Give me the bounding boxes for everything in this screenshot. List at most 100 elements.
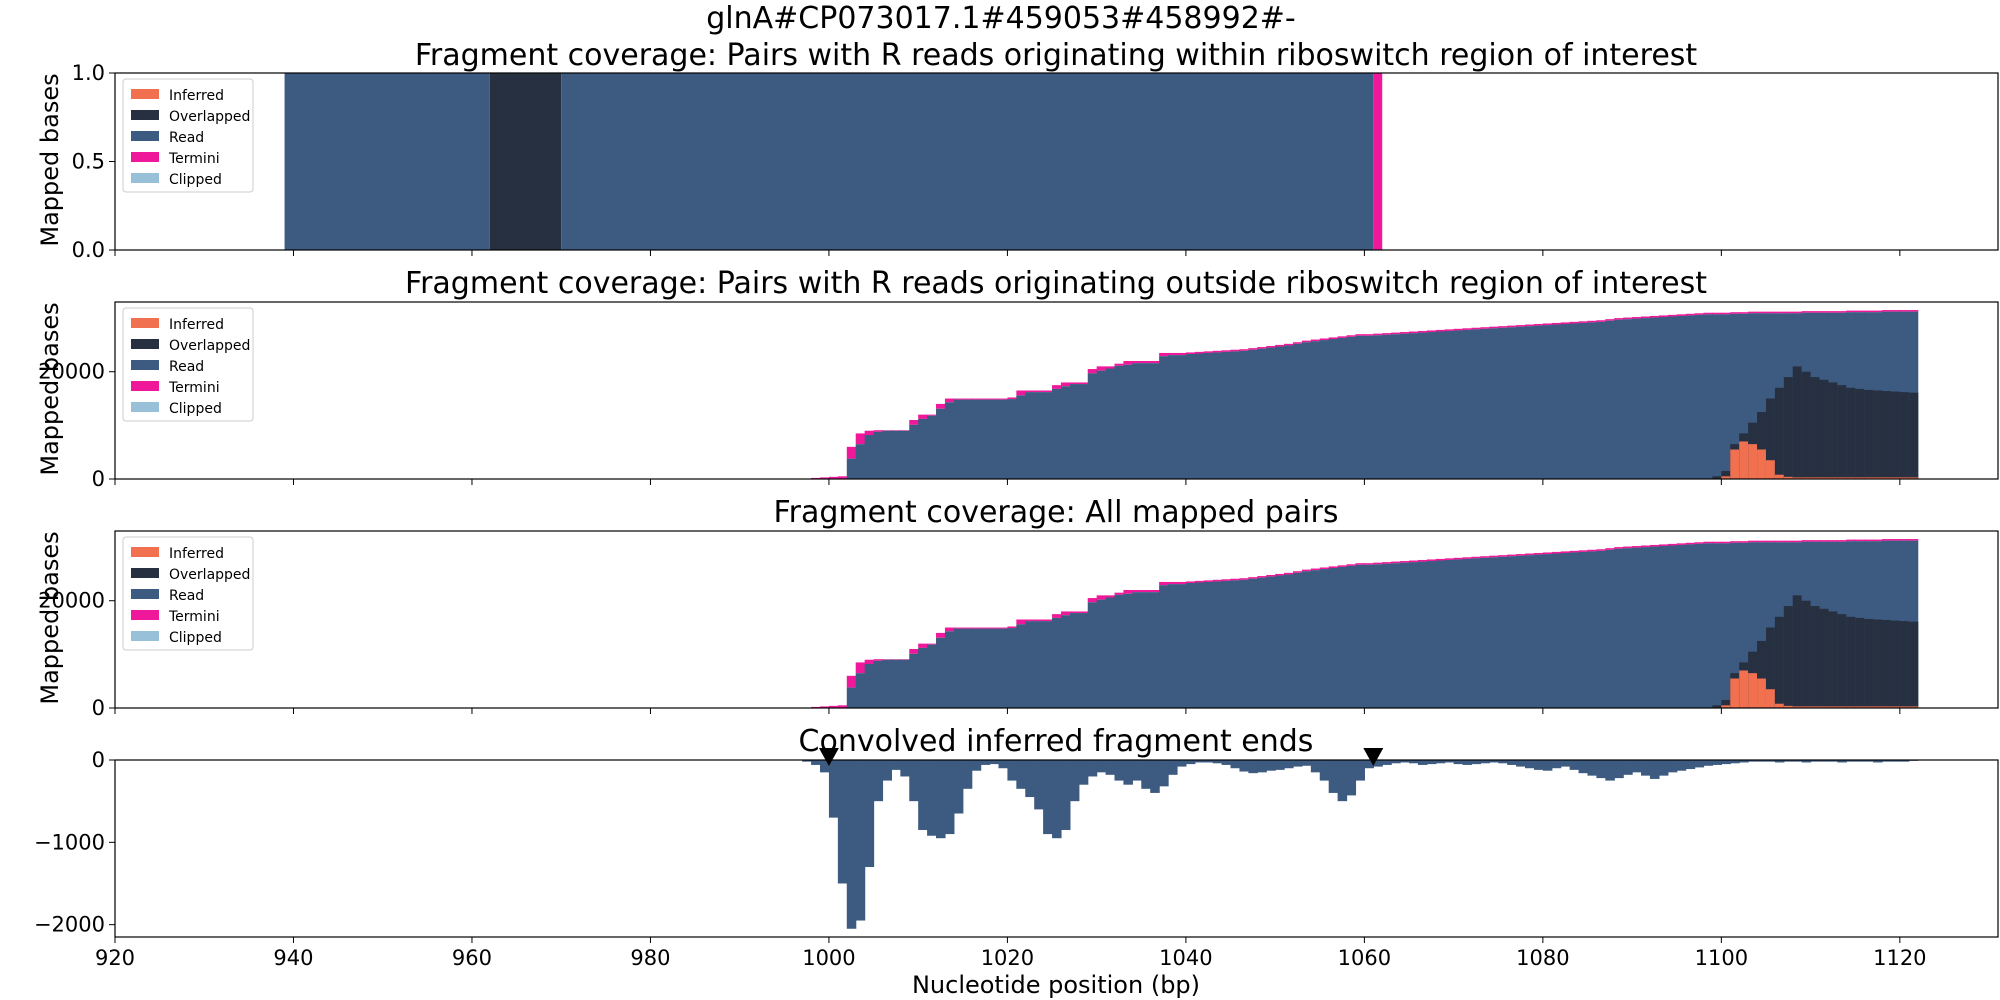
panel2-bar-read [1373,335,1383,479]
panel3-bar-termini [864,659,875,665]
panel3-bar-termini [936,632,946,638]
panel2-bar-read [1382,334,1392,479]
panel3-bar-read [1658,546,1669,708]
panel3-bar-termini [873,659,884,661]
panel2-bar-overlapped [1846,387,1856,479]
panel3-bar-read [936,637,946,708]
panel4-bar [1230,760,1241,769]
panel3-bar-inferred [1757,678,1767,708]
panel4-bar [1257,760,1267,773]
panel2-bar-termini [882,430,893,431]
panel3-bar-overlapped [1864,618,1874,708]
panel2-bar-read [1739,313,1749,479]
panel4-bar [1623,760,1633,775]
panel3-bar-read [962,628,973,708]
panel3-bar-overlapped [1908,621,1919,708]
panel3-bar-termini [1078,611,1089,614]
panel3-bar-termini [1034,619,1044,622]
panel2-bar-termini [1819,311,1830,313]
panel4-marker-triangle [818,748,839,766]
panel2-bar-termini [980,398,991,400]
panel4-bar [1292,760,1303,767]
panel2-bar-termini [1551,322,1562,325]
panel2-bar-overlapped [1819,379,1830,479]
panel2-bar-overlapped [1908,392,1919,479]
panel3-bar-termini [1855,539,1865,542]
panel2-bar-termini [1194,351,1205,354]
panel3-bar-read [1292,572,1303,708]
panel2-bar-termini [846,446,857,459]
panel2-bar-read [1641,318,1651,479]
panel4-bar [1525,760,1535,769]
panel2-bar-termini [1337,336,1348,338]
panel1-title: Fragment coverage: Pairs with R reads or… [415,38,1698,73]
panel4-bar [1284,760,1294,769]
panel3-bar-read [1060,615,1071,708]
panel2-bar-read [1560,323,1571,479]
panel2-bar-termini [820,477,830,479]
panel2-bar-read [1096,370,1107,479]
panel4-bar [1873,760,1883,763]
panel2-bar-termini [1364,334,1374,336]
panel4-bar [1310,760,1321,773]
panel2-bar-termini [1462,328,1473,330]
panel3-bar-read [971,628,982,708]
panel3-bar-termini [1168,581,1178,585]
panel4-bar [1105,760,1116,775]
panel2-bar-read [1355,335,1365,479]
panel1-legend-label-clipped: Clipped [169,172,222,188]
x-tick-label: 980 [630,946,670,970]
panel3-bar-termini [1194,580,1205,583]
panel2-bar-termini [1301,340,1312,343]
panel1-legend-swatch-clipped [131,173,159,183]
panel3-bar-termini [900,659,910,660]
panel2-bar-termini [1391,332,1401,335]
panel2-bar-read [1453,330,1464,479]
panel4-bar [846,760,857,929]
panel3-bar-inferred [1864,706,1874,708]
panel3-legend-swatch-termini [131,610,159,620]
panel2-bar-inferred [1748,444,1758,479]
panel2-bar-read [846,458,857,479]
panel2-bar-termini [1614,318,1624,320]
panel2-bar-read [1069,384,1080,479]
panel2-bar-termini [1114,363,1125,366]
panel4-bar [1382,760,1392,765]
panel1-ytick-label: 0.0 [72,238,105,262]
panel3-bar-termini [1052,614,1062,618]
panel3-bar-termini [1373,562,1383,565]
panel4-bar [1489,760,1499,763]
panel3-bar-termini [1730,541,1740,543]
panel2-bar-termini [1007,397,1017,400]
panel2-bar-termini [1685,313,1696,316]
panel2-bar-read [953,399,964,479]
panel3-bar-read [1150,592,1160,708]
panel3-bar-overlapped [1899,621,1910,708]
panel3-bar-overlapped [1792,595,1803,708]
panel2-bar-read [1596,321,1606,479]
panel4-bar [1560,760,1571,767]
panel3-legend-label-inferred: Inferred [169,546,224,562]
panel3-bar-inferred [1881,706,1892,708]
panel2-bar-termini [1453,328,1464,331]
panel2-bar-read [891,430,901,479]
panel3-bar-read [1516,555,1526,708]
panel4-bar [1658,760,1669,776]
panel2-bar-termini [1765,311,1776,314]
panel4-bar [944,760,955,835]
panel2-bar-read [1551,324,1562,479]
panel3-bar-read [1284,574,1294,708]
panel2-bar-read [1052,388,1062,479]
panel4-bar [1881,760,1892,762]
panel2-bar-termini [1444,329,1455,331]
panel2-bar-termini [1034,390,1044,393]
panel2-bar-overlapped [1873,390,1883,479]
panel2-bar-read [1400,333,1410,479]
panel4-bar [989,760,1000,765]
panel3-bar-termini [1837,540,1847,542]
panel3-bar-read [1087,602,1098,708]
panel3-bar-termini [1757,540,1767,543]
panel4-title: Convolved inferred fragment ends [799,724,1314,759]
panel2-bar-read [1310,341,1321,479]
panel2-bar-inferred [1855,477,1865,479]
